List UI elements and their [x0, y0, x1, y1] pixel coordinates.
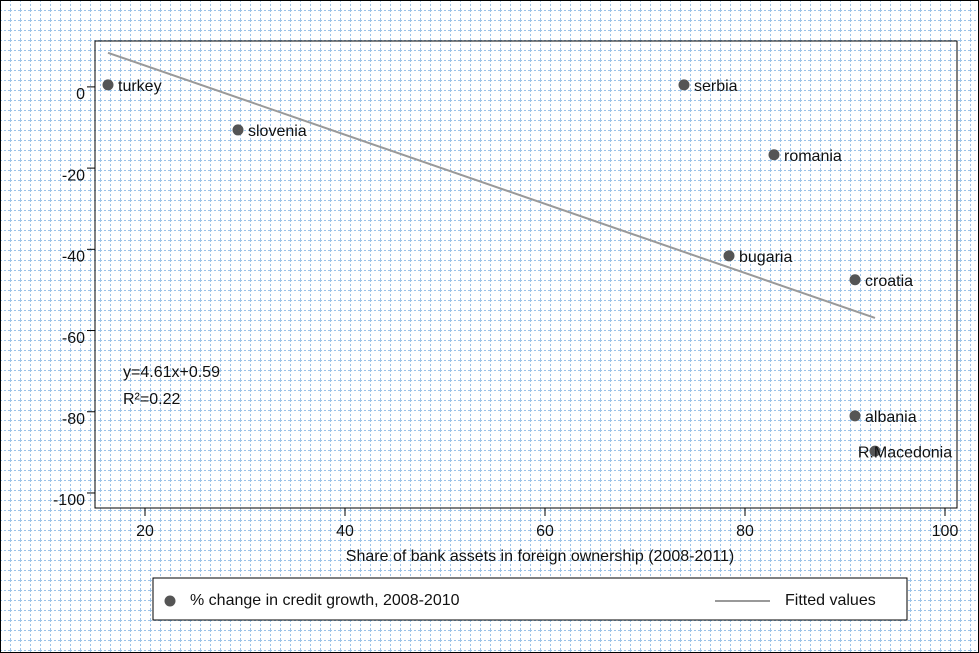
- legend-label: % change in credit growth, 2008-2010: [190, 592, 460, 609]
- point: [768, 149, 780, 161]
- x-tick-label: 100: [932, 523, 959, 540]
- point: [678, 79, 690, 91]
- y-tick-label: -80: [62, 411, 85, 428]
- fit-line: [107, 51, 876, 319]
- point: [849, 274, 861, 286]
- point-label: slovenia: [248, 123, 307, 140]
- point: [869, 445, 881, 457]
- point-label: albania: [865, 409, 917, 426]
- x-axis-label: Share of bank assets in foreign ownershi…: [346, 548, 734, 565]
- point-label: croatia: [865, 273, 913, 290]
- y-tick-label: -40: [62, 249, 85, 266]
- point-label: romania: [784, 148, 842, 165]
- point-label: serbia: [694, 78, 738, 95]
- y-tick-label: -60: [62, 330, 85, 347]
- x-tick-label: 40: [336, 523, 354, 540]
- plot-frame: [94, 40, 958, 509]
- x-tick-label: 80: [736, 523, 754, 540]
- legend: [152, 577, 908, 621]
- x-tick-label: 60: [536, 523, 554, 540]
- y-tick-label: -20: [62, 167, 85, 184]
- point-label: R.Macedonia: [858, 444, 952, 461]
- point-label: bugaria: [739, 249, 792, 266]
- point-label: turkey: [118, 78, 162, 95]
- point: [102, 79, 114, 91]
- point: [849, 410, 861, 422]
- y-tick-label: -100: [53, 492, 85, 509]
- y-tick-label: 0: [76, 86, 85, 103]
- point: [723, 250, 735, 262]
- legend-label: Fitted values: [785, 592, 876, 609]
- annotation: R²=0.22: [123, 391, 180, 408]
- legend-marker: [164, 595, 176, 607]
- x-tick-label: 20: [136, 523, 154, 540]
- annotation: y=4.61x+0.59: [123, 364, 220, 381]
- point: [232, 124, 244, 136]
